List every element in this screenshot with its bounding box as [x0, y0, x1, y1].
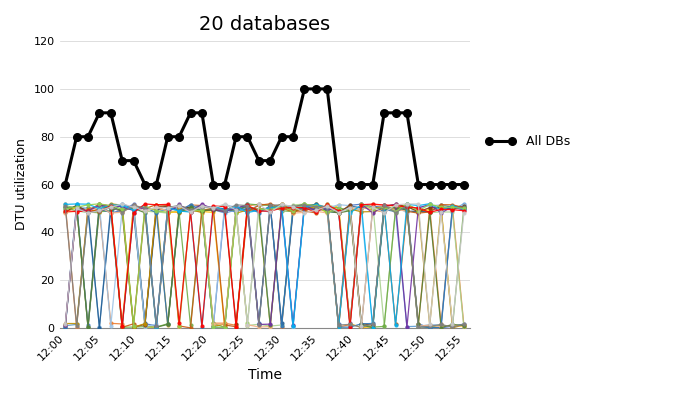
All DBs — [118, 158, 126, 163]
All DBs — [369, 182, 377, 187]
All DBs — [311, 87, 320, 91]
All DBs — [243, 134, 252, 139]
All DBs — [186, 110, 194, 115]
All DBs — [220, 182, 228, 187]
All DBs — [392, 110, 400, 115]
All DBs — [129, 158, 137, 163]
All DBs — [198, 110, 206, 115]
All DBs — [95, 110, 103, 115]
All DBs — [84, 134, 92, 139]
All DBs — [426, 182, 434, 187]
Y-axis label: DTU utilization: DTU utilization — [15, 139, 28, 231]
All DBs — [414, 182, 422, 187]
All DBs — [380, 110, 388, 115]
All DBs — [232, 134, 240, 139]
Title: 20 databases: 20 databases — [199, 15, 330, 34]
All DBs — [73, 134, 81, 139]
All DBs — [152, 182, 160, 187]
All DBs — [255, 158, 263, 163]
All DBs — [460, 182, 468, 187]
All DBs — [141, 182, 149, 187]
All DBs — [403, 110, 411, 115]
All DBs — [301, 87, 309, 91]
All DBs — [335, 182, 343, 187]
All DBs — [175, 134, 183, 139]
All DBs — [357, 182, 365, 187]
X-axis label: Time: Time — [248, 368, 282, 382]
All DBs — [209, 182, 218, 187]
All DBs — [289, 134, 297, 139]
Line: All DBs: All DBs — [61, 85, 468, 188]
All DBs — [346, 182, 354, 187]
All DBs — [164, 134, 172, 139]
Legend: All DBs: All DBs — [480, 130, 575, 153]
All DBs — [61, 182, 69, 187]
All DBs — [277, 134, 286, 139]
All DBs — [437, 182, 445, 187]
All DBs — [448, 182, 456, 187]
All DBs — [323, 87, 331, 91]
All DBs — [266, 158, 274, 163]
All DBs — [107, 110, 115, 115]
